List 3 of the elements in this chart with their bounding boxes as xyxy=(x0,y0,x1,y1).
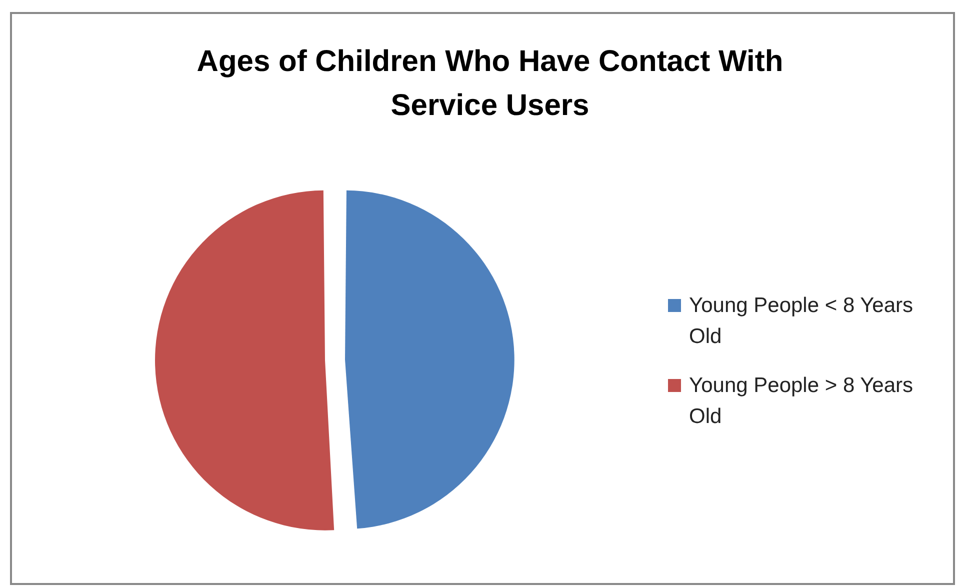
legend-label: Young People < 8 Years Old xyxy=(689,293,914,350)
legend-label: Young People > 8 Years Old xyxy=(689,373,914,430)
chart-title: Ages of Children Who Have Contact With Service Users xyxy=(196,44,784,124)
